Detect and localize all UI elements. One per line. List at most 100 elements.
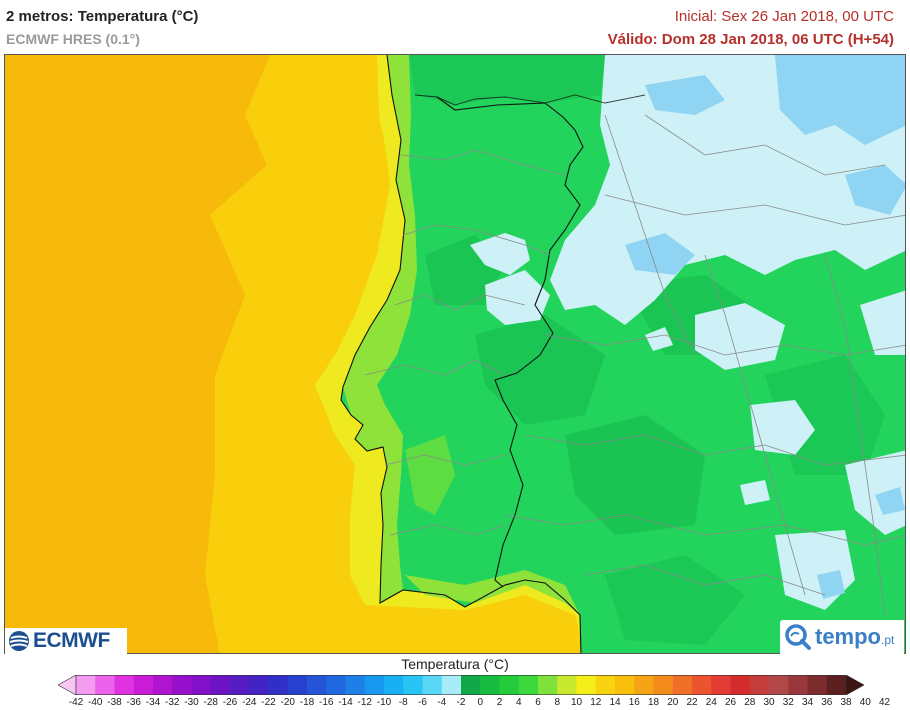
relief-2 [565, 415, 705, 535]
color-scale-swatch [615, 675, 635, 695]
legend-tick-label: 40 [859, 697, 871, 708]
legend-tick-label: -14 [338, 697, 353, 708]
color-scale-swatch [249, 675, 269, 695]
color-scale-swatch [769, 675, 789, 695]
init-time-label: Inicial: Sex 26 Jan 2018, 00 UTC [674, 8, 894, 25]
valid-time-label: Válido: Dom 28 Jan 2018, 06 UTC (H+54) [607, 31, 894, 48]
color-scale-swatch [711, 675, 731, 695]
north-coast [409, 55, 605, 105]
legend-tick-label: -2 [456, 697, 466, 708]
cold-speck-1 [645, 327, 673, 351]
color-scale-swatch [538, 675, 558, 695]
legend-tick-label: 32 [782, 697, 794, 708]
color-scale-swatch [133, 675, 154, 695]
legend-tick-label: 26 [724, 697, 737, 708]
legend-tick-label: 10 [570, 697, 583, 708]
subzero-4 [845, 165, 905, 215]
legend-tick-label: -36 [126, 697, 141, 708]
ecmwf-globe-icon [9, 631, 29, 651]
subzero-6 [875, 487, 905, 515]
cold-band [485, 270, 550, 325]
relief-6 [605, 555, 745, 645]
color-scale-min-arrow [58, 675, 77, 695]
legend-tick-label: 2 [496, 697, 503, 708]
legend-tick-label: 24 [705, 697, 717, 708]
color-scale-swatch [230, 675, 250, 695]
color-scale-swatch [364, 675, 385, 695]
legend-tick-label: -10 [376, 697, 392, 708]
legend-tick-label: -42 [68, 697, 84, 708]
legend-tick-label: -40 [88, 697, 103, 708]
tempo-logo-main: tempo [815, 624, 881, 649]
legend-tick-label: 38 [840, 697, 852, 708]
color-scale-swatch [403, 675, 423, 695]
legend-tick-label: 20 [667, 697, 679, 708]
legend-tick-label: 34 [801, 697, 814, 708]
legend-tick-label: -20 [280, 697, 295, 708]
color-scale-swatch [287, 675, 308, 695]
model-label: ECMWF HRES (0.1°) [6, 31, 140, 47]
legend-tick-label: -38 [107, 697, 122, 708]
legend-ticks: -42 -40 -38 -36 -34 -32 -30 -28 -26 -24 -22 -20 -18-… [0, 697, 910, 710]
color-scale-swatch [114, 675, 135, 695]
legend-title: Temperatura (°C) [401, 656, 509, 672]
color-scale-swatch [788, 675, 808, 695]
cold-east [845, 450, 905, 535]
color-scale-swatch [576, 675, 597, 695]
legend-tick-label: 36 [821, 697, 833, 708]
cold-far-east [860, 290, 905, 355]
cold-central-2 [750, 400, 815, 455]
color-scale-swatch [634, 675, 654, 695]
legend-tick-label: 28 [744, 697, 756, 708]
cold-central-1 [695, 303, 785, 370]
legend-tick-label: 14 [609, 697, 621, 708]
legend-tick-label: -24 [242, 697, 257, 708]
temperature-field [5, 55, 905, 653]
tempo-logo-text: tempo.pt [815, 624, 894, 650]
color-scale-swatch [307, 675, 327, 695]
legend-tick-label: -26 [222, 697, 238, 708]
ecmwf-logo: ECMWF [5, 628, 127, 654]
tempo-magnifier-icon [785, 624, 811, 650]
subzero-2 [645, 75, 725, 115]
tempo-logo-suffix: .pt [881, 633, 895, 647]
color-scale-swatch [191, 675, 212, 695]
north-coastline [414, 94, 646, 106]
color-scale-swatch [826, 675, 847, 695]
color-scale-swatch [480, 675, 500, 695]
color-scale-swatch [595, 675, 616, 695]
temperature-map [4, 54, 906, 654]
inland-light-patch [405, 435, 455, 515]
subzero-1 [775, 55, 905, 145]
color-scale-swatch [499, 675, 520, 695]
legend-tick-label: -22 [261, 697, 276, 708]
legend-tick-label: 4 [515, 697, 522, 708]
color-scale-swatch [384, 675, 404, 695]
color-scale-max-arrow [845, 675, 864, 695]
legend-tick-label: -32 [165, 697, 180, 708]
cold-north-west [470, 233, 530, 275]
legend-tick-label: 22 [686, 697, 698, 708]
legend-tick-label: 30 [763, 697, 775, 708]
coastal-land [343, 55, 417, 603]
legend-tick-label: 6 [535, 697, 541, 708]
color-scale-swatch [326, 675, 346, 695]
legend-tick-label: -30 [184, 697, 199, 708]
color-scale-swatch [749, 675, 770, 695]
cold-speck-2 [740, 480, 770, 505]
color-scale [58, 675, 864, 695]
color-scale-swatch [518, 675, 539, 695]
color-scale-swatch [422, 675, 443, 695]
subzero-3 [625, 233, 695, 275]
color-scale-swatch [653, 675, 674, 695]
legend-tick-label: 12 [590, 697, 602, 708]
color-scale-swatch [210, 675, 231, 695]
legend-tick-label: 16 [628, 697, 640, 708]
color-scale-swatch [95, 675, 115, 695]
color-scale-swatch [692, 675, 712, 695]
legend-tick-label: -8 [398, 697, 408, 708]
legend-tick-label: 42 [878, 697, 891, 708]
color-scale-swatch [172, 675, 192, 695]
subzero-5 [817, 570, 845, 599]
regional-borders [364, 114, 905, 616]
